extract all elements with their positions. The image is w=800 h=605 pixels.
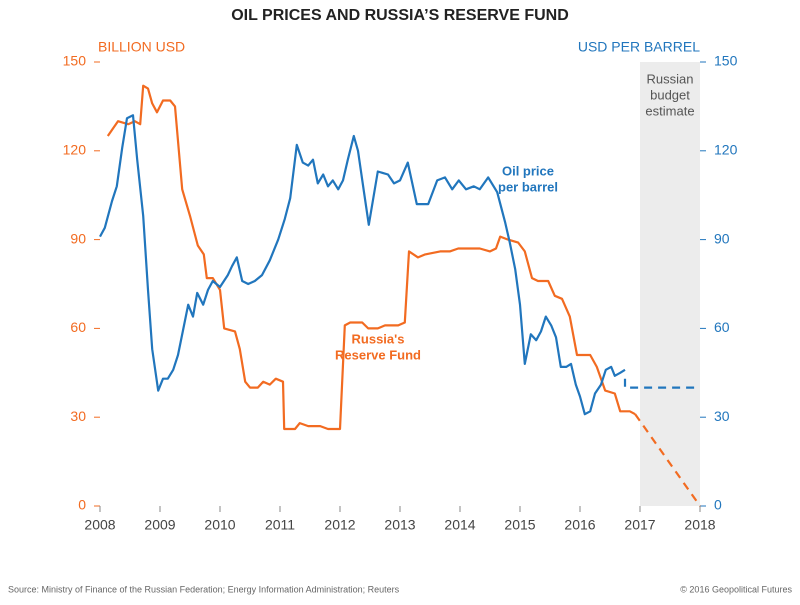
y-tick-label: 90 <box>70 230 86 246</box>
y2-tick-label: 90 <box>714 230 730 246</box>
estimate-label: estimate <box>645 103 694 118</box>
x-tick-label: 2017 <box>624 517 655 533</box>
y2-axis-title: USD PER BARREL <box>578 39 700 55</box>
x-tick-label: 2013 <box>384 517 415 533</box>
series-label: Reserve Fund <box>335 347 421 362</box>
y-axis-title: BILLION USD <box>98 39 185 55</box>
source-note: Source: Ministry of Finance of the Russi… <box>8 584 400 594</box>
y2-tick-label: 60 <box>714 319 730 335</box>
x-tick-label: 2016 <box>564 517 595 533</box>
y-tick-label: 30 <box>70 408 86 424</box>
x-tick-label: 2009 <box>144 517 175 533</box>
x-tick-label: 2008 <box>84 517 115 533</box>
x-tick-label: 2011 <box>265 517 295 533</box>
series-label: Oil price <box>502 163 554 178</box>
projection-line <box>623 378 700 389</box>
projection-line <box>634 413 701 507</box>
estimate-region <box>640 62 700 506</box>
chart-title: OIL PRICES AND RUSSIA’S RESERVE FUND <box>231 7 569 24</box>
series-line <box>106 84 636 431</box>
y-tick-label: 60 <box>70 319 86 335</box>
estimate-label: budget <box>650 87 690 102</box>
y2-tick-label: 120 <box>714 142 738 158</box>
series-label: per barrel <box>498 179 558 194</box>
y-tick-label: 0 <box>78 497 86 513</box>
credit: © 2016 Geopolitical Futures <box>680 584 792 594</box>
x-tick-label: 2012 <box>324 517 355 533</box>
series-label: Russia's <box>352 331 405 346</box>
series-line <box>99 114 626 416</box>
x-tick-label: 2015 <box>504 517 535 533</box>
y2-tick-label: 0 <box>714 497 722 513</box>
y2-tick-label: 150 <box>714 53 738 69</box>
y-tick-label: 120 <box>63 142 87 158</box>
x-tick-label: 2014 <box>444 517 475 533</box>
x-tick-label: 2010 <box>204 517 235 533</box>
estimate-label: Russian <box>647 71 694 86</box>
y-tick-label: 150 <box>63 53 87 69</box>
x-tick-label: 2018 <box>684 517 715 533</box>
y2-tick-label: 30 <box>714 408 730 424</box>
